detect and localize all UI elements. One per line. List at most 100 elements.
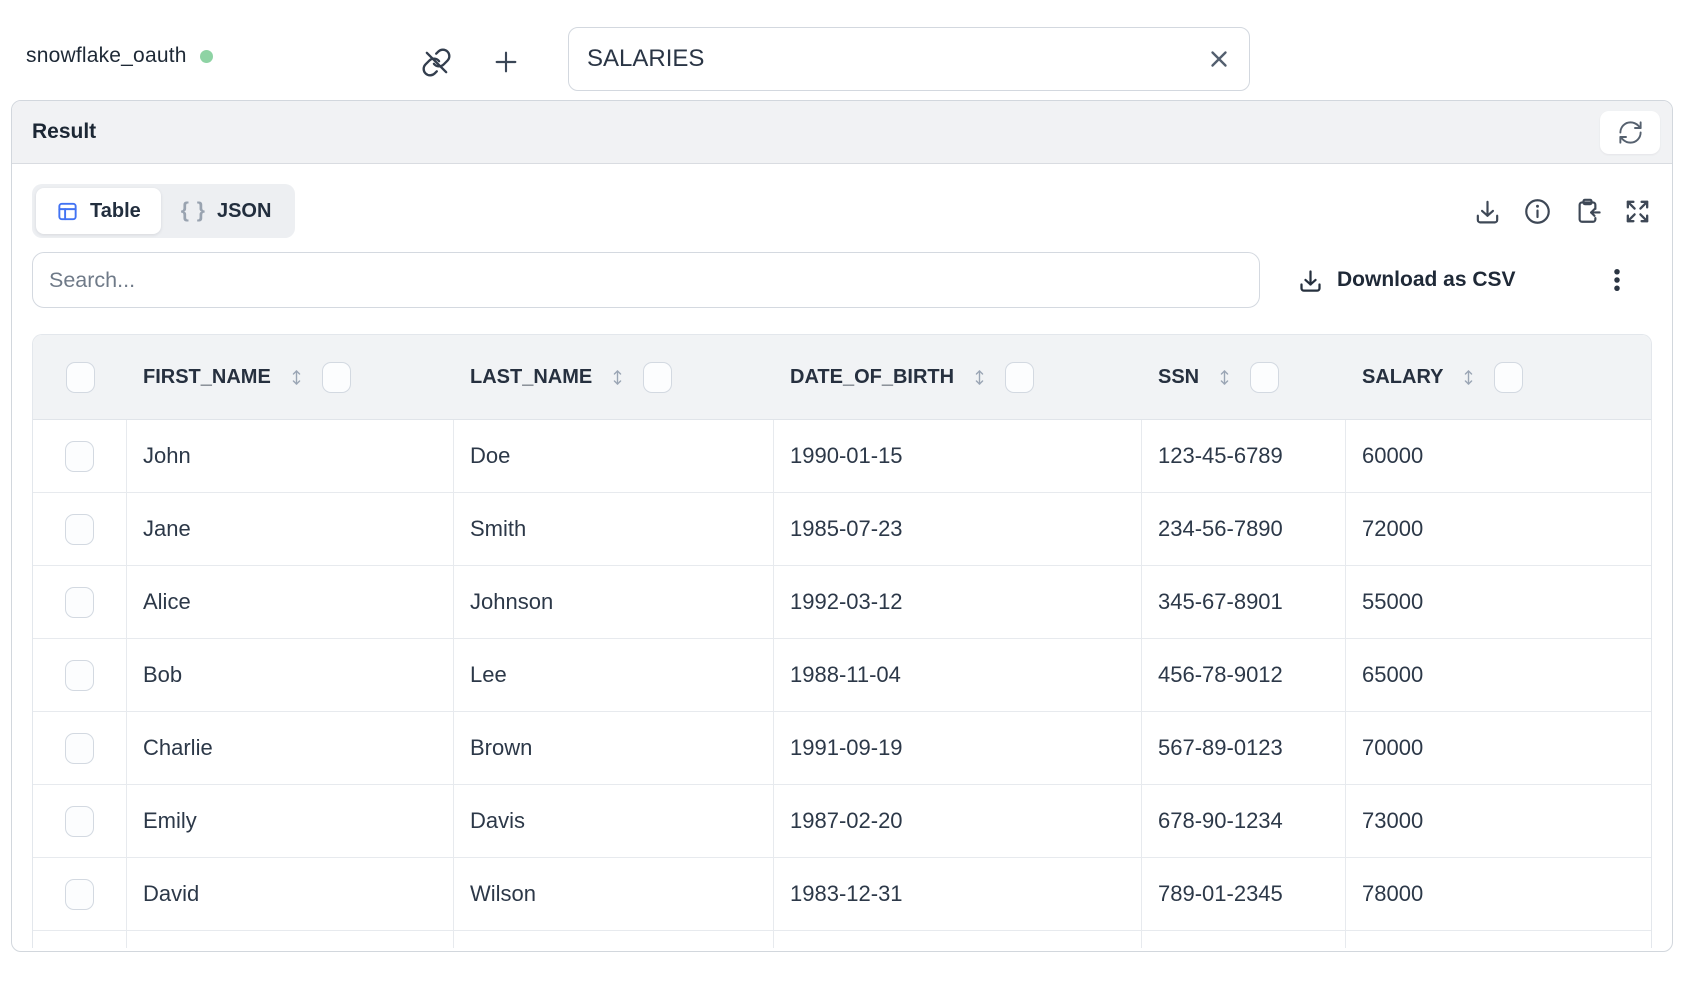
table-cell: 70000: [1362, 735, 1424, 760]
table-cell: 1985-07-23: [774, 493, 1142, 565]
column-checkbox[interactable]: [643, 361, 673, 393]
table-row: Jane Smith 1985-07-23 234-56-7890 72000: [33, 493, 1651, 566]
tab-json-label: JSON: [216, 199, 272, 222]
more-options-button[interactable]: [1602, 265, 1632, 295]
refresh-button[interactable]: [1600, 110, 1660, 154]
sort-icon[interactable]: [1458, 367, 1479, 388]
search-input[interactable]: [32, 252, 1260, 308]
connection-name: snowflake_oauth: [26, 44, 187, 67]
table-cell: Emily: [127, 785, 454, 857]
clear-icon: [1211, 51, 1227, 67]
search-row: Download as CSV: [32, 252, 1652, 308]
row-checkbox[interactable]: [65, 440, 94, 472]
table-body: John Doe 1990-01-15 123-45-6789 60000 Jane Sm…: [33, 420, 1651, 948]
column-checkbox[interactable]: [1250, 361, 1280, 393]
table-name-field: [568, 27, 1250, 91]
result-title: Result: [32, 120, 97, 143]
tab-json[interactable]: { } JSON: [161, 188, 292, 234]
sort-icon[interactable]: [286, 367, 307, 388]
download-icon: [1476, 200, 1498, 223]
table-cell: 65000: [1362, 662, 1424, 687]
table-cell: Jane: [127, 493, 454, 565]
table-cell: 1992-03-12: [774, 566, 1142, 638]
table-cell: [774, 931, 1142, 948]
add-query-button[interactable]: [484, 40, 528, 84]
column-header: DATE_OF_BIRTH: [774, 335, 1142, 419]
table-cell: 789-01-2345: [1142, 858, 1346, 930]
tab-table[interactable]: Table: [36, 188, 161, 234]
column-label: DATE_OF_BIRTH: [790, 365, 955, 388]
result-action-icons: [1472, 196, 1652, 226]
result-panel: Result Table: [11, 100, 1673, 952]
row-select-cell: [33, 420, 127, 492]
table-cell: 234-56-7890: [1142, 493, 1346, 565]
connection-indicator: snowflake_oauth: [26, 44, 213, 68]
download-csv-button[interactable]: Download as CSV: [1297, 267, 1516, 294]
row-select-cell: [33, 566, 127, 638]
table-cell: 78000: [1362, 881, 1424, 906]
table-cell: 345-67-8901: [1142, 566, 1346, 638]
row-checkbox[interactable]: [65, 586, 94, 618]
table-cell: 73000: [1362, 808, 1424, 833]
table-cell: 678-90-1234: [1142, 785, 1346, 857]
column-header: SALARY: [1346, 335, 1651, 419]
table-cell: Doe: [454, 420, 774, 492]
table-cell: Johnson: [454, 566, 774, 638]
select-all-checkbox[interactable]: [65, 361, 95, 393]
column-header: FIRST_NAME: [127, 335, 454, 419]
expand-button[interactable]: [1622, 196, 1652, 226]
row-select-cell: [33, 493, 127, 565]
row-select-cell: [33, 712, 127, 784]
table-cell: 72000: [1362, 516, 1424, 541]
table-cell: 1991-09-19: [774, 712, 1142, 784]
table-icon: [58, 202, 77, 220]
table-cell: Alice: [127, 566, 454, 638]
expand-icon: [1626, 200, 1648, 222]
row-checkbox[interactable]: [65, 513, 94, 545]
column-checkbox[interactable]: [1494, 361, 1524, 393]
table-cell: Charlie: [127, 712, 454, 784]
plus-icon: [495, 51, 517, 73]
copy-to-clipboard-button[interactable]: [1572, 196, 1602, 226]
download-button[interactable]: [1472, 196, 1502, 226]
column-header: LAST_NAME: [454, 335, 774, 419]
refresh-icon: [1618, 120, 1642, 144]
table-cell: Smith: [454, 493, 774, 565]
sort-icon[interactable]: [969, 367, 990, 388]
table-cell: Wilson: [454, 858, 774, 930]
table-name-input[interactable]: [587, 45, 1201, 73]
column-label: SSN: [1158, 365, 1200, 388]
clipboard-paste-icon: [1578, 198, 1601, 223]
table-cell: [1346, 931, 1651, 948]
row-checkbox[interactable]: [65, 732, 94, 764]
row-select-cell: [33, 639, 127, 711]
table-row: Alice Johnson 1992-03-12 345-67-8901 55000: [33, 566, 1651, 639]
table-row: Bob Lee 1988-11-04 456-78-9012 65000: [33, 639, 1651, 712]
sort-icon[interactable]: [607, 367, 628, 388]
info-button[interactable]: [1522, 196, 1552, 226]
data-table: FIRST_NAME LAST_NAME DATE_OF_BIRTH SSN: [32, 334, 1652, 948]
table-row: Charlie Brown 1991-09-19 567-89-0123 70000: [33, 712, 1651, 785]
table-cell: 1988-11-04: [774, 639, 1142, 711]
row-checkbox[interactable]: [65, 878, 94, 910]
result-header: Result: [12, 101, 1672, 164]
table-cell: 1983-12-31: [774, 858, 1142, 930]
row-checkbox[interactable]: [65, 805, 94, 837]
info-icon: [1524, 198, 1550, 224]
table-cell: Bob: [127, 639, 454, 711]
view-toggle: Table { } JSON: [32, 184, 296, 238]
clear-table-name-button[interactable]: [1201, 41, 1237, 77]
sort-icon[interactable]: [1214, 367, 1235, 388]
select-all-cell: [33, 335, 127, 419]
row-select-cell: [33, 785, 127, 857]
disconnect-button[interactable]: [414, 40, 458, 84]
column-checkbox[interactable]: [321, 361, 351, 393]
table-cell: 1990-01-15: [774, 420, 1142, 492]
table-cell: 123-45-6789: [1142, 420, 1346, 492]
table-cell: 60000: [1362, 443, 1424, 468]
table-cell: David: [127, 858, 454, 930]
table-cell: Davis: [454, 785, 774, 857]
row-checkbox[interactable]: [65, 659, 94, 691]
column-checkbox[interactable]: [1005, 361, 1035, 393]
table-cell: 1987-02-20: [774, 785, 1142, 857]
